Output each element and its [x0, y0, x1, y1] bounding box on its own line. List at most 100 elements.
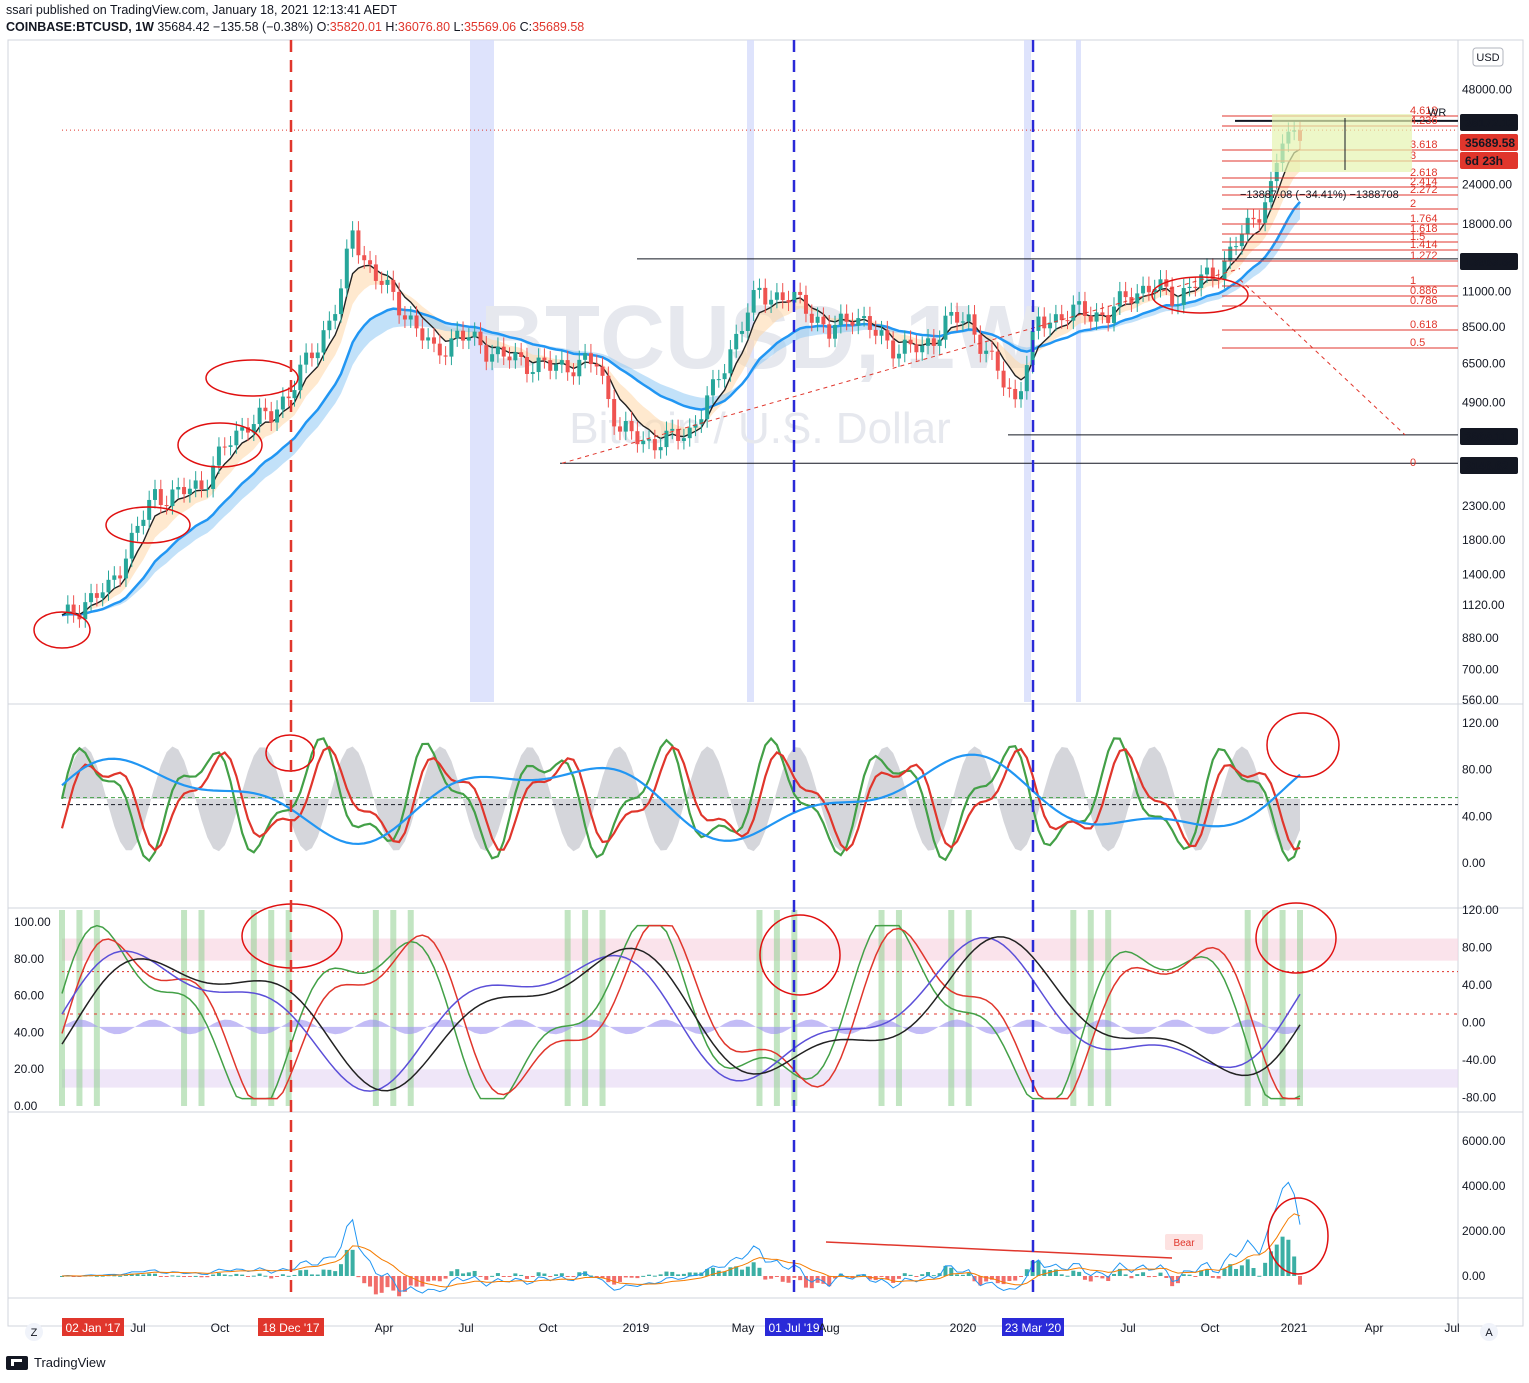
- macd-histogram-bar: [1298, 1276, 1302, 1285]
- chart-canvas[interactable]: BTCUSD, 1W Bitcoin / U.S. Dollar 4.6184.…: [0, 38, 1529, 1348]
- time-tick: 2020: [950, 1321, 977, 1335]
- stoch-rsi-pane[interactable]: [60, 712, 1458, 863]
- oscillator-shade: [62, 746, 1300, 852]
- macd-histogram-bar: [1082, 1276, 1087, 1280]
- price-tag: [1460, 428, 1518, 445]
- candle-body: [1048, 322, 1053, 329]
- macd-histogram-bar: [437, 1276, 442, 1282]
- event-lines: 02 Jan '17 18 Dec '17 01 Jul '19 23 Mar '20: [62, 40, 1064, 1336]
- macd-histogram-bar: [1048, 1270, 1053, 1276]
- macd-histogram-bar: [554, 1274, 559, 1276]
- macd-histogram-bar: [327, 1269, 332, 1276]
- oscillator-area: [62, 1019, 1300, 1035]
- macd-histogram-bar: [461, 1273, 466, 1276]
- candle-body: [176, 487, 181, 490]
- price-tick: 4900.00: [1462, 395, 1506, 409]
- currency-button[interactable]: [1472, 47, 1504, 67]
- event-tag: [1002, 1318, 1064, 1336]
- candle-body: [734, 333, 739, 350]
- macd-histogram-bar: [617, 1276, 622, 1282]
- macd-histogram-bar: [292, 1274, 297, 1276]
- candle-body: [536, 357, 541, 373]
- macd-histogram-bar: [426, 1276, 431, 1282]
- annotation-circle: [759, 914, 841, 996]
- oscillator-left-tick: 40.00: [14, 1025, 44, 1039]
- macd-histogram-bar: [1152, 1276, 1157, 1277]
- candle-body: [571, 372, 576, 377]
- macd-histogram-bar: [774, 1276, 779, 1277]
- auto-scale-button[interactable]: [1480, 1323, 1498, 1341]
- time-tick: 2021: [1281, 1321, 1308, 1335]
- zoom-button[interactable]: [25, 1323, 43, 1341]
- fib-level-label: 1.272: [1410, 250, 1438, 262]
- candle-body: [1216, 278, 1221, 280]
- macd-histogram-bar: [1268, 1251, 1273, 1276]
- zoom-button-label: Z: [31, 1327, 38, 1339]
- candle-body: [1170, 286, 1175, 306]
- macd-histogram-bar: [1234, 1268, 1239, 1276]
- macd-histogram-bar: [623, 1276, 628, 1278]
- ema-ribbon-orange: [62, 149, 1300, 616]
- macd-histogram-bar: [135, 1274, 140, 1276]
- candle-body: [280, 396, 285, 410]
- price-tag: [1460, 134, 1518, 151]
- price-change: −135.58 (−0.38%): [213, 20, 314, 34]
- candle-body: [885, 330, 890, 341]
- candle-body: [1234, 246, 1239, 248]
- candle-body: [548, 360, 553, 371]
- time-tick: Apr: [375, 1321, 394, 1335]
- symbol-label[interactable]: COINBASE:BTCUSD, 1W: [6, 20, 154, 34]
- candle-body: [414, 315, 419, 329]
- macd-histogram-bar: [1257, 1275, 1262, 1277]
- price-pane[interactable]: [33, 119, 1458, 649]
- price-tick: 1120.00: [1462, 598, 1505, 612]
- macd-histogram-bar: [449, 1271, 454, 1276]
- candle-body: [397, 291, 402, 316]
- macd-histogram-bar: [1274, 1244, 1279, 1276]
- candle-body: [385, 279, 390, 285]
- oscillator-line: [61, 924, 1300, 1100]
- macd-histogram-bar: [885, 1276, 890, 1280]
- fib-level-label: 0.618: [1410, 319, 1438, 331]
- macd-histogram-bar: [414, 1276, 419, 1287]
- signal-bar: [773, 910, 780, 1106]
- candle-body: [647, 439, 652, 441]
- candle-body: [635, 431, 640, 445]
- macd-histogram-bar: [629, 1276, 634, 1278]
- macd-histogram-bar: [1292, 1256, 1297, 1276]
- macd-histogram-bar: [338, 1264, 343, 1276]
- annotation-circle: [1151, 276, 1249, 314]
- candle-body: [129, 532, 134, 559]
- candle-body: [495, 346, 500, 355]
- macd-histogram-bar: [1129, 1276, 1134, 1279]
- macd-histogram-bar: [908, 1274, 913, 1276]
- candle-body: [1036, 316, 1041, 331]
- signal-line: [61, 1213, 1301, 1288]
- open-value: 35820.01: [329, 20, 382, 34]
- candle-body: [937, 339, 942, 346]
- macd-histogram-bar: [490, 1275, 495, 1277]
- time-tick: 2019: [623, 1321, 650, 1335]
- candle-body: [699, 419, 704, 425]
- macd-histogram-bar: [867, 1276, 872, 1280]
- candle-body: [513, 352, 518, 361]
- macd-histogram-bar: [588, 1275, 593, 1277]
- stoch-rsi-axis: 120.00 80.00 40.00 0.00: [1462, 716, 1499, 870]
- macd-histogram-bar: [658, 1274, 663, 1276]
- macd-histogram-bar: [1205, 1269, 1210, 1276]
- macd-pane[interactable]: Bear: [60, 1181, 1329, 1297]
- low-value: 35569.06: [463, 20, 517, 34]
- candle-body: [234, 430, 239, 446]
- candle-body: [1019, 391, 1024, 400]
- wavetrend-pane[interactable]: [59, 902, 1458, 1106]
- candle-body: [141, 519, 146, 526]
- macd-histogram-bar: [978, 1276, 983, 1286]
- macd-histogram-bar: [1106, 1276, 1111, 1282]
- candle-body: [1141, 285, 1146, 294]
- signal-bar: [59, 910, 65, 1106]
- time-tick: May: [732, 1321, 755, 1335]
- candle-body: [722, 373, 727, 380]
- macd-histogram-bar: [902, 1273, 907, 1276]
- candle-body: [263, 407, 268, 412]
- candle-body: [809, 313, 814, 323]
